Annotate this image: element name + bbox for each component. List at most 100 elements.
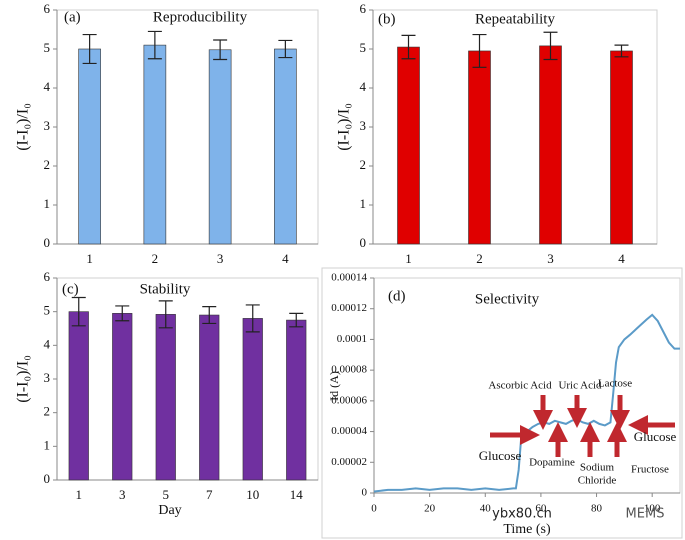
annotation: Fructose — [631, 464, 669, 476]
y-tick-label: 2 — [44, 157, 51, 172]
x-tick-label: 1 — [76, 487, 83, 502]
bar — [155, 314, 176, 481]
error-bar — [158, 300, 173, 329]
x-tick-label: 40 — [480, 503, 492, 515]
x-tick-label: 14 — [290, 487, 304, 502]
error-bar — [71, 296, 86, 327]
annotation: Lactose — [598, 378, 632, 390]
y-tick-label: 0.0001 — [337, 333, 367, 345]
error-bar — [401, 34, 416, 60]
y-axis-label: (I-I₀)/I₀ — [15, 103, 32, 151]
panel-frame — [321, 267, 683, 539]
error-bar — [614, 44, 629, 58]
x-tick-label: 3 — [217, 251, 224, 266]
x-tick-label: 1 — [86, 251, 93, 266]
x-tick-label: 80 — [591, 503, 603, 515]
annotation: Chloride — [578, 475, 617, 487]
annotation: Uric Acid — [558, 380, 602, 392]
bar — [242, 318, 263, 481]
error-bar — [289, 312, 304, 328]
y-axis-label: (I-I₀)/I₀ — [336, 103, 353, 151]
x-tick-label: 3 — [119, 487, 126, 502]
error-bar — [115, 305, 130, 322]
bar — [397, 46, 420, 245]
panel-label: (c) — [62, 281, 79, 297]
x-tick-label: 10 — [246, 487, 259, 502]
bar — [610, 50, 633, 245]
error-bar — [147, 30, 162, 60]
y-tick-label: 5 — [360, 40, 367, 55]
error-bar — [472, 33, 487, 68]
y-tick-label: 6 — [44, 269, 51, 284]
bar — [468, 50, 491, 245]
x-axis-label: Day — [158, 503, 181, 518]
y-tick-label: 4 — [44, 336, 51, 351]
error-bar — [543, 31, 558, 61]
y-tick-label: 6 — [44, 1, 51, 16]
y-tick-label: 2 — [44, 404, 51, 419]
y-tick-label: 5 — [44, 40, 51, 55]
x-tick-label: 4 — [618, 251, 625, 266]
bar — [78, 48, 101, 245]
annotation: Sodium — [580, 462, 615, 474]
bar — [199, 314, 220, 481]
x-tick-label: 7 — [206, 487, 213, 502]
y-tick-label: 6 — [360, 1, 367, 16]
y-tick-label: 0 — [360, 235, 367, 250]
x-tick-label: 100 — [644, 503, 661, 515]
x-tick-label: 2 — [476, 251, 483, 266]
x-tick-label: 3 — [547, 251, 554, 266]
y-tick-label: 0 — [44, 235, 51, 250]
chart-title: Reproducibility — [153, 9, 248, 25]
y-tick-label: 0.00006 — [331, 394, 367, 406]
annotation: Glucose — [479, 448, 522, 463]
bar — [208, 49, 232, 245]
error-bar — [213, 39, 228, 61]
chart-title: Repeatability — [475, 11, 555, 27]
bar — [112, 313, 133, 481]
plot-frame — [56, 277, 319, 481]
y-tick-label: 1 — [360, 196, 367, 211]
y-tick-label: 3 — [360, 118, 367, 133]
y-tick-label: 1 — [44, 196, 51, 211]
y-tick-label: 3 — [44, 118, 51, 133]
x-tick-label: 4 — [282, 251, 289, 266]
y-tick-label: 0 — [362, 487, 368, 499]
panel-label: (a) — [64, 9, 81, 25]
x-tick-label: 60 — [535, 503, 547, 515]
y-tick-label: 0.00012 — [331, 302, 367, 314]
y-tick-label: 0 — [44, 471, 51, 486]
y-tick-label: 0.00014 — [331, 272, 367, 284]
bar — [274, 48, 297, 245]
annotation: Glucose — [634, 429, 677, 444]
x-tick-label: 0 — [371, 503, 377, 515]
y-tick-label: 3 — [44, 370, 51, 385]
y-tick-label: 0.00004 — [331, 425, 367, 437]
error-bar — [278, 39, 293, 59]
y-axis-label: Id (A) — [327, 371, 341, 401]
chart-title: Stability — [140, 281, 191, 297]
x-tick-label: 2 — [152, 251, 159, 266]
x-axis-label: Time (s) — [503, 522, 551, 537]
annotation: Ascorbic Acid — [488, 380, 552, 392]
y-tick-label: 1 — [44, 437, 51, 452]
y-axis-label: (I-I₀)/I₀ — [15, 355, 32, 403]
y-tick-label: 0.00002 — [331, 456, 367, 468]
error-bar — [82, 33, 97, 65]
annotation: Dopamine — [529, 457, 575, 469]
chart-title: Selectivity — [475, 291, 540, 307]
bar — [143, 44, 167, 245]
x-tick-label: 20 — [424, 503, 436, 515]
y-tick-label: 4 — [360, 79, 367, 94]
bar — [68, 311, 89, 481]
x-tick-label: 1 — [405, 251, 412, 266]
bar — [539, 45, 562, 245]
error-bar — [245, 304, 260, 333]
y-tick-label: 0.00008 — [331, 364, 367, 376]
watermark: ybx80.cn — [492, 507, 552, 522]
bar — [286, 319, 307, 481]
x-tick-label: 5 — [163, 487, 170, 502]
panel-label: (d) — [388, 288, 406, 304]
error-bar — [202, 306, 217, 325]
